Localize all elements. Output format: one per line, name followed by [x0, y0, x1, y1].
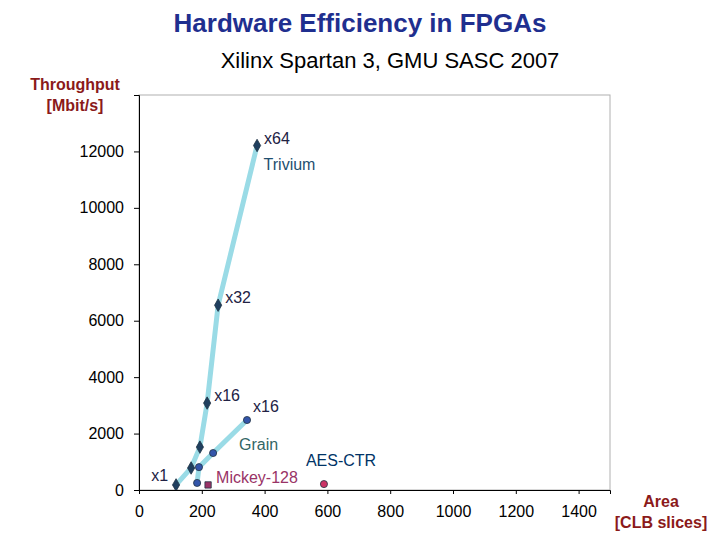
y-tick-mark	[134, 377, 139, 378]
y-tick: 2000	[88, 425, 139, 442]
y-tick-label: 10000	[80, 199, 125, 216]
series-line	[176, 146, 257, 485]
y-tick-label: 0	[115, 482, 124, 499]
y-axis-title: Throughput[Mbit/s]	[30, 76, 120, 114]
x-tick-mark	[516, 490, 517, 494]
x-axis: 0 200 400 600 800 1000 1200 1400	[135, 490, 610, 520]
y-tick-mark	[134, 264, 139, 265]
data-point	[172, 479, 179, 490]
x-tick-mark	[202, 490, 203, 494]
x-tick-label: 600	[315, 503, 342, 520]
marks	[172, 139, 327, 490]
x-tick-mark	[265, 490, 266, 494]
y-tick-label: 4000	[88, 369, 124, 386]
y-axis: 0 2000 4000 6000 8000 10000 12000	[80, 96, 140, 499]
data-point	[188, 462, 195, 474]
x-tick-label: 200	[189, 503, 216, 520]
chart: Hardware Efficiency in FPGAs Xilinx Spart…	[0, 0, 720, 540]
point-label: x1	[151, 467, 168, 484]
title: Hardware Efficiency in FPGAs	[174, 8, 547, 38]
y-tick-label: 6000	[88, 312, 124, 329]
y-tick-mark	[134, 434, 139, 435]
data-point	[194, 479, 201, 486]
x-tick: 800	[377, 490, 404, 520]
data-point	[210, 449, 217, 456]
y-tick-mark	[134, 321, 139, 322]
x-tick-label: 1400	[561, 503, 597, 520]
y-tick: 12000	[80, 143, 140, 160]
y-tick-mark	[134, 151, 139, 152]
data-point	[320, 481, 327, 488]
x-axis-title: Area[CLB slices]	[615, 493, 707, 531]
point-label: x64	[264, 130, 290, 147]
subtitle: Xilinx Spartan 3, GMU SASC 2007	[221, 48, 560, 73]
y-tick-mark	[134, 208, 139, 209]
point-label: x16	[214, 387, 240, 404]
x-tick-mark	[327, 490, 328, 494]
x-tick-label: 400	[252, 503, 279, 520]
x-tick-label: 800	[377, 503, 404, 520]
x-tick: 1000	[436, 490, 472, 520]
data-point	[204, 397, 211, 409]
x-tick: 200	[189, 490, 216, 520]
y-tick: 10000	[80, 199, 140, 216]
data-point	[243, 416, 250, 423]
x-tick: 1200	[499, 490, 535, 520]
x-tick: 1400	[561, 490, 597, 520]
data-point	[253, 139, 260, 151]
x-tick-label: 1200	[499, 503, 535, 520]
series-name: Trivium	[264, 156, 316, 173]
x-tick: 600	[315, 490, 342, 520]
data-point	[195, 464, 202, 471]
y-tick-label: 12000	[80, 143, 125, 160]
x-axis-line	[140, 491, 611, 495]
annotations: x1 x16 x32 x64 Trivium x16 Grain Mickey-128 AES-…	[151, 130, 376, 486]
x-tick-mark	[579, 490, 580, 494]
series-name: Grain	[239, 436, 278, 453]
y-tick-label: 2000	[88, 425, 124, 442]
data-point	[205, 482, 211, 488]
y-tick: 0	[115, 482, 139, 499]
y-axis-line	[134, 96, 140, 491]
series-name: Mickey-128	[216, 469, 298, 486]
x-tick-mark	[390, 490, 391, 494]
point-label: x32	[225, 289, 251, 306]
y-tick: 4000	[88, 369, 139, 386]
data-point	[215, 299, 222, 311]
y-tick-mark	[134, 490, 139, 491]
data-point	[196, 441, 203, 453]
plot-frame	[139, 95, 610, 490]
x-tick: 400	[252, 490, 279, 520]
point-label: x16	[253, 398, 279, 415]
x-tick-label: 0	[135, 503, 144, 520]
x-tick: 0	[135, 490, 144, 520]
x-tick-mark	[453, 490, 454, 494]
y-tick: 8000	[88, 256, 139, 273]
x-tick-label: 1000	[436, 503, 472, 520]
y-tick-label: 8000	[88, 256, 124, 273]
y-tick: 6000	[88, 312, 139, 329]
series-name: AES-CTR	[306, 452, 376, 469]
